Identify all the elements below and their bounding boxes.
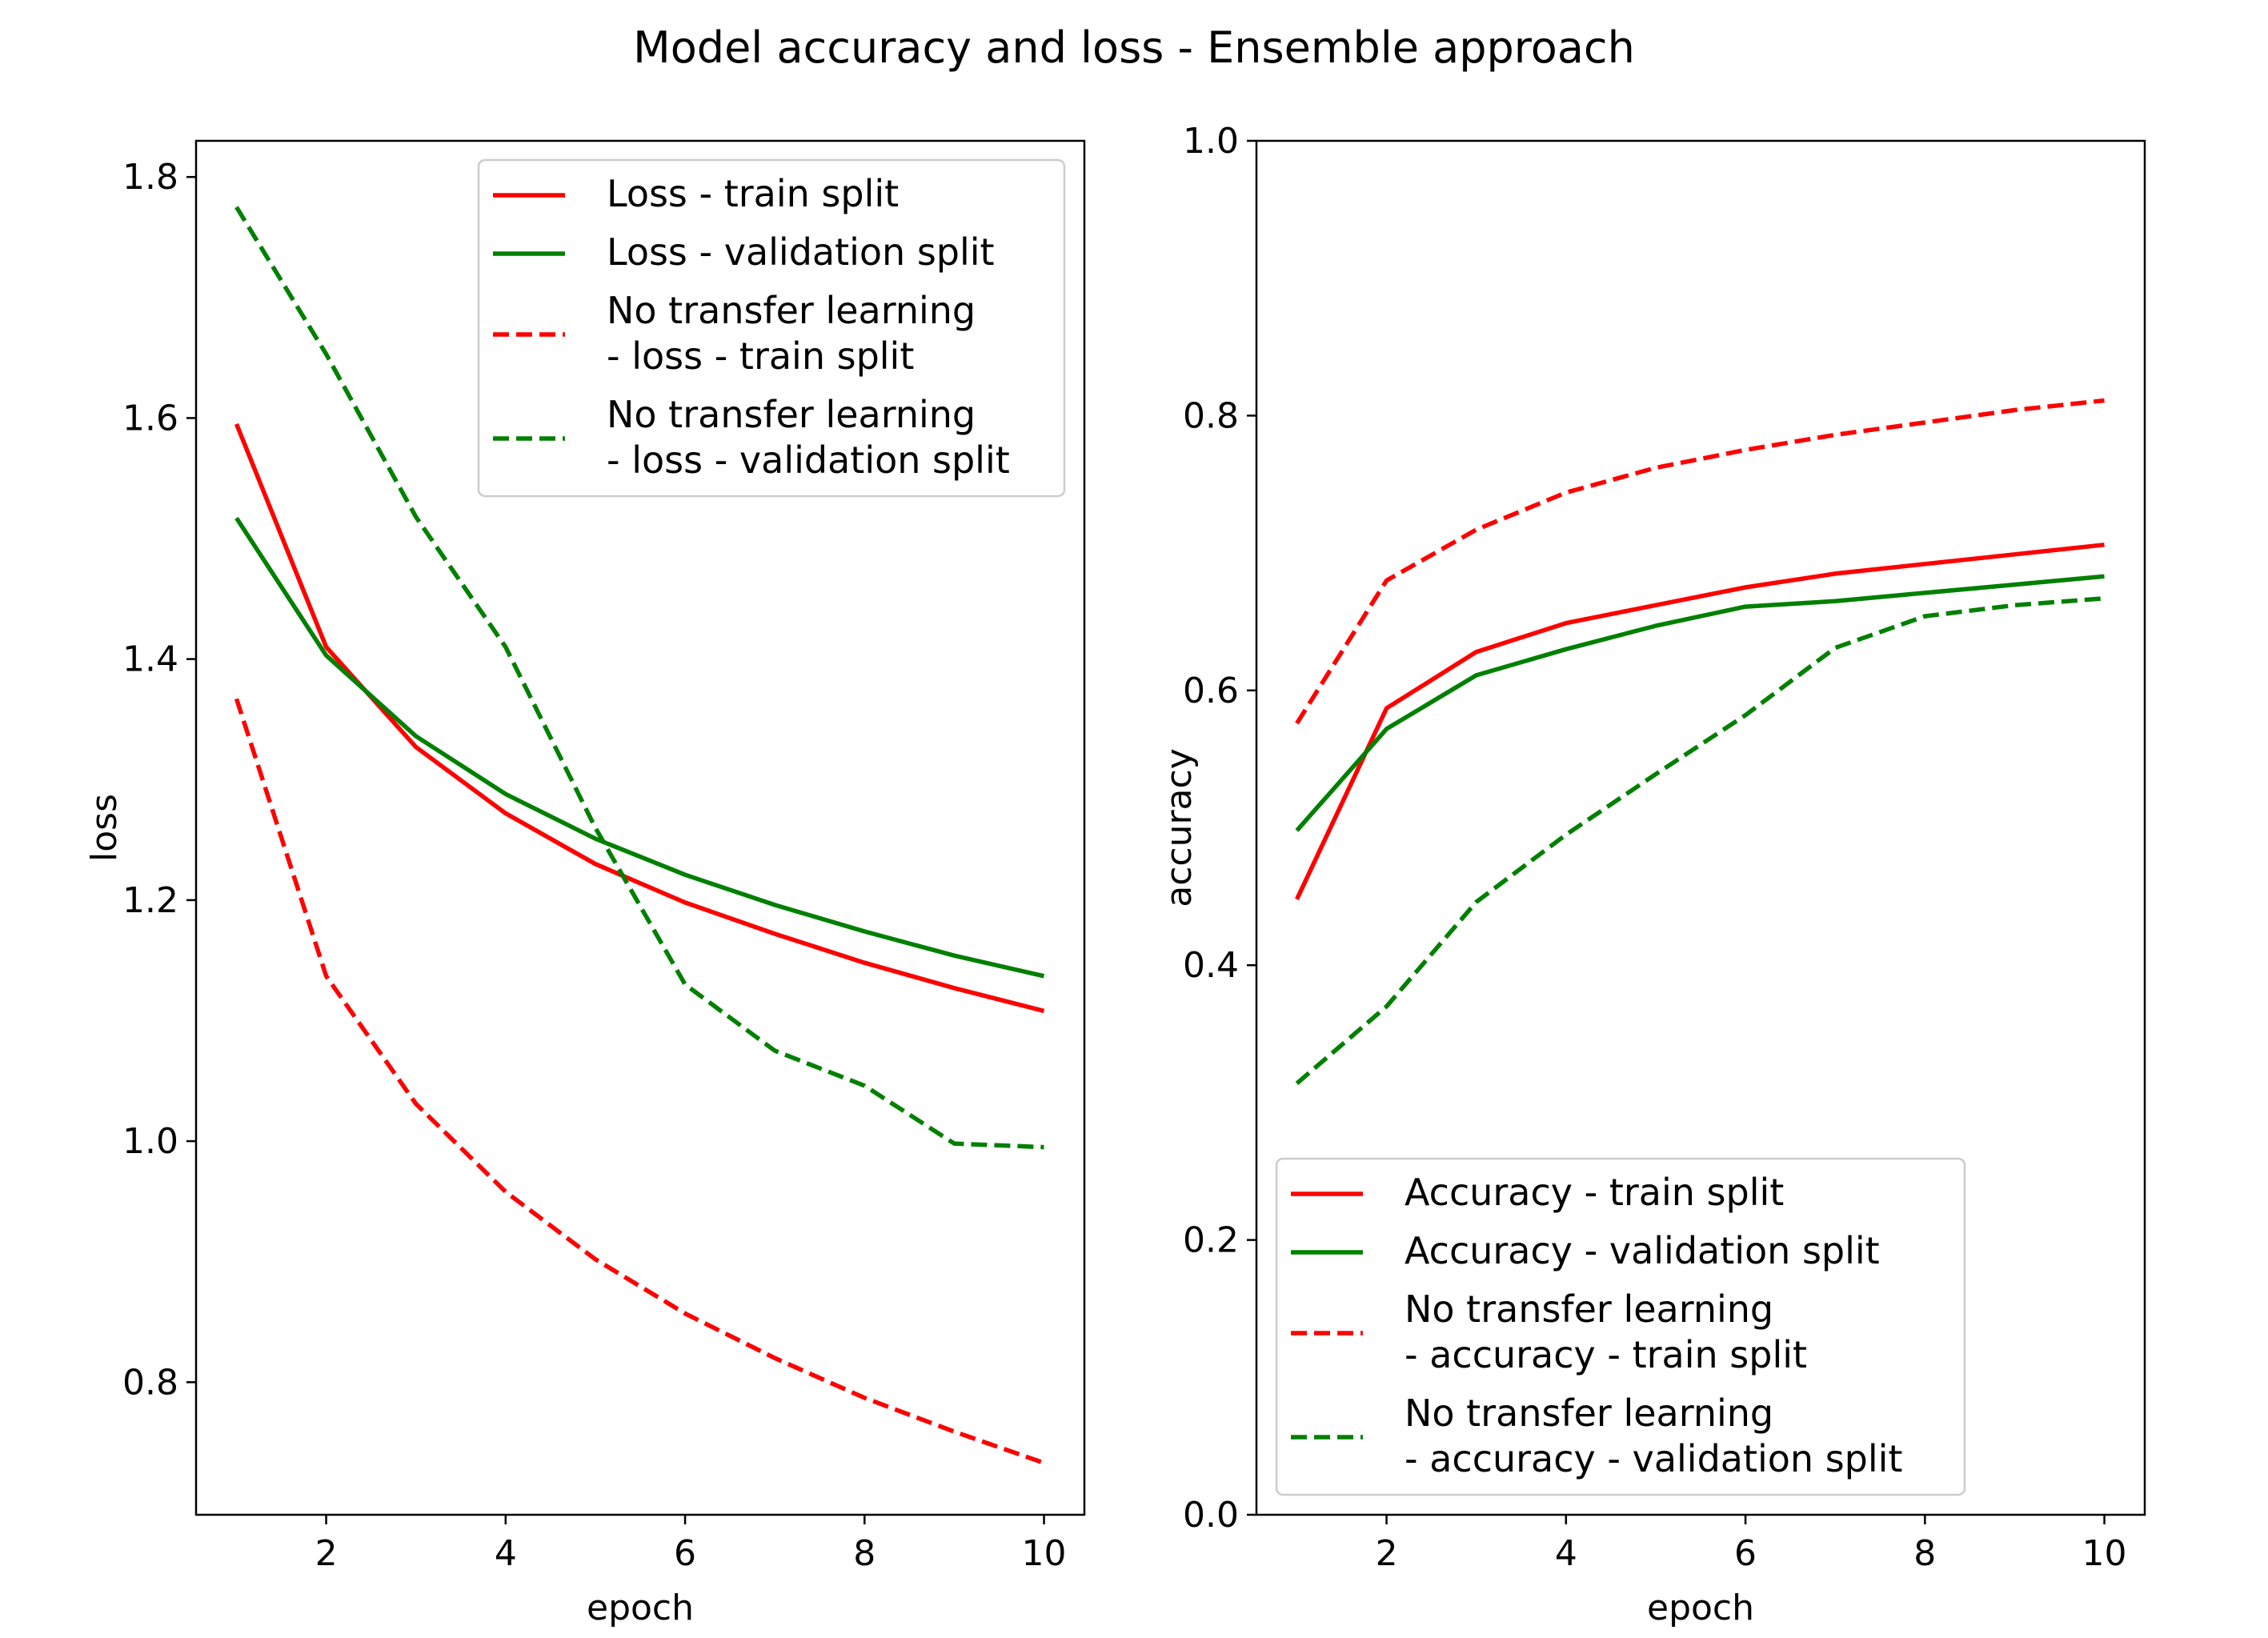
accuracy-legend-label-1: Accuracy - train split: [1404, 1171, 1784, 1214]
accuracy-series-line-3: [1295, 398, 2105, 725]
accuracy-y-tick-label: 0.4: [1183, 945, 1239, 986]
accuracy-x-axis-label: epoch: [1647, 1588, 1754, 1628]
loss-y-tick-label: 1.0: [122, 1121, 178, 1162]
accuracy-series-line-1: [1295, 543, 2105, 900]
loss-legend-label-2: Loss - validation split: [607, 230, 995, 274]
loss-legend-label-4: No transfer learning - loss - validation …: [607, 393, 1010, 482]
accuracy-series-line-4: [1295, 596, 2105, 1085]
accuracy-x-tick-label: 4: [1555, 1533, 1577, 1574]
loss-legend-box: [477, 158, 1066, 498]
loss-y-tick-label: 1.8: [122, 157, 178, 198]
accuracy-y-tick-label: 0.0: [1183, 1495, 1239, 1536]
loss-x-tick-label: 2: [315, 1533, 338, 1574]
loss-x-tick-label: 6: [674, 1533, 696, 1574]
accuracy-series-line-2: [1295, 574, 2105, 832]
loss-x-tick-label: 4: [495, 1533, 517, 1574]
loss-series-line-4: [234, 206, 1044, 1150]
loss-x-axis-label: epoch: [587, 1588, 694, 1628]
loss-series-line-1: [234, 423, 1045, 1014]
accuracy-y-tick-label: 1.0: [1183, 121, 1239, 162]
accuracy-legend-box: [1275, 1157, 1966, 1496]
loss-x-tick-label: 8: [853, 1533, 876, 1574]
loss-y-axis-label: loss: [84, 794, 125, 862]
accuracy-y-tick-label: 0.8: [1183, 395, 1239, 436]
accuracy-legend-label-2: Accuracy - validation split: [1404, 1229, 1880, 1272]
loss-axes-frame: [194, 139, 1086, 1516]
loss-legend-label-3: No transfer learning - loss - train split: [607, 289, 976, 378]
accuracy-y-tick-label: 0.2: [1183, 1220, 1239, 1261]
accuracy-legend-label-3: No transfer learning - accuracy - train s…: [1404, 1288, 1807, 1376]
figure-title: Model accuracy and loss - Ensemble appro…: [633, 22, 1635, 73]
loss-series-line-2: [234, 516, 1045, 979]
accuracy-legend-label-4: No transfer learning - accuracy - validat…: [1404, 1392, 1902, 1480]
accuracy-x-tick-label: 6: [1734, 1533, 1757, 1574]
accuracy-axes-frame: [1255, 139, 2146, 1516]
accuracy-x-tick-label: 10: [2082, 1533, 2127, 1574]
loss-y-tick-label: 1.4: [122, 639, 178, 680]
loss-y-tick-label: 1.2: [122, 880, 178, 921]
accuracy-y-tick-label: 0.6: [1183, 671, 1239, 711]
accuracy-x-tick-label: 2: [1376, 1533, 1398, 1574]
loss-legend-label-1: Loss - train split: [607, 172, 899, 215]
loss-y-tick-label: 1.6: [122, 398, 178, 439]
loss-series-line-3: [234, 698, 1045, 1465]
accuracy-x-tick-label: 8: [1913, 1533, 1936, 1574]
loss-x-tick-label: 10: [1022, 1533, 1067, 1574]
loss-y-tick-label: 0.8: [122, 1362, 178, 1403]
accuracy-y-axis-label: accuracy: [1159, 748, 1200, 907]
